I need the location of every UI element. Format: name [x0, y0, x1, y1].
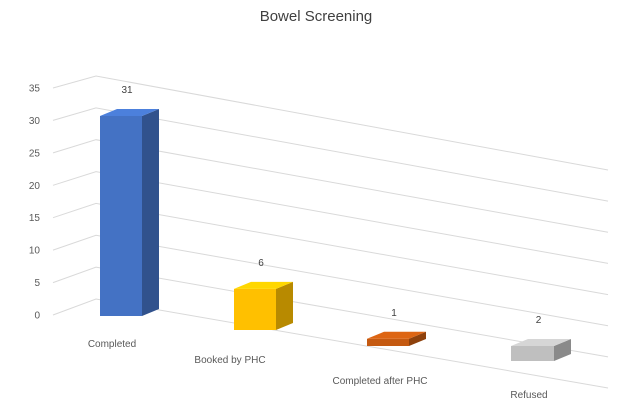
- bar-front-2: [367, 338, 409, 346]
- bar-front-1: [234, 288, 276, 330]
- data-label-3: 2: [536, 315, 542, 326]
- y-tick-label-2: 10: [29, 246, 41, 257]
- y-tick-label-7: 35: [29, 84, 41, 95]
- bar-completed: [100, 109, 159, 316]
- bar-side-1: [276, 281, 293, 330]
- bar-refused: [511, 339, 571, 361]
- gridline-5: [52, 139, 609, 233]
- category-label-0: Completed: [88, 339, 136, 350]
- bar-side-0: [142, 109, 159, 316]
- gridline-0: [52, 298, 609, 389]
- y-tick-label-5: 25: [29, 148, 41, 159]
- data-label-1: 6: [258, 258, 264, 269]
- bar-top-3: [511, 339, 571, 346]
- y-tick-label-0: 0: [34, 311, 40, 322]
- gridline-7: [52, 75, 609, 171]
- category-label-3: Refused: [510, 390, 547, 401]
- gridline-2: [52, 234, 609, 327]
- y-tick-label-6: 30: [29, 116, 41, 127]
- chart-title: Bowel Screening: [260, 8, 373, 25]
- y-tick-label-4: 20: [29, 181, 41, 192]
- bar-completed-after-phc: [367, 331, 426, 346]
- category-label-2: Completed after PHC: [332, 376, 427, 387]
- y-tick-label-3: 15: [29, 213, 41, 224]
- gridline-4: [52, 171, 609, 264]
- category-label-1: Booked by PHC: [194, 355, 265, 366]
- y-tick-label-1: 5: [34, 278, 40, 289]
- data-label-0: 31: [121, 85, 133, 96]
- bar-front-0: [100, 116, 142, 316]
- bar-top-1: [234, 281, 293, 289]
- bar-side-3: [554, 339, 571, 361]
- data-label-2: 1: [391, 308, 397, 319]
- bar-top-0: [100, 109, 159, 117]
- gridline-3: [52, 202, 609, 296]
- gridline-6: [52, 107, 609, 202]
- gridline-1: [52, 266, 609, 358]
- bar-booked-by-phc: [234, 281, 293, 330]
- bar-side-2: [409, 331, 426, 346]
- bar-front-3: [511, 346, 554, 361]
- bar-top-2: [367, 331, 426, 339]
